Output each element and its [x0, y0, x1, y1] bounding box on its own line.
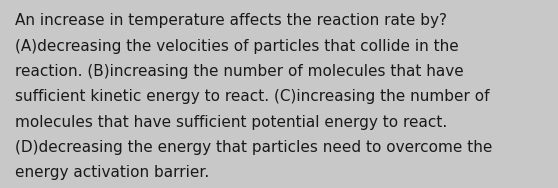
- Text: (D)decreasing the energy that particles need to overcome the: (D)decreasing the energy that particles …: [15, 140, 493, 155]
- Text: (A)decreasing the velocities of particles that collide in the: (A)decreasing the velocities of particle…: [15, 39, 459, 54]
- Text: reaction. (B)increasing the number of molecules that have: reaction. (B)increasing the number of mo…: [15, 64, 464, 79]
- Text: sufficient kinetic energy to react. (C)increasing the number of: sufficient kinetic energy to react. (C)i…: [15, 89, 489, 104]
- Text: An increase in temperature affects the reaction rate by?: An increase in temperature affects the r…: [15, 13, 447, 28]
- Text: energy activation barrier.: energy activation barrier.: [15, 165, 209, 180]
- Text: molecules that have sufficient potential energy to react.: molecules that have sufficient potential…: [15, 115, 448, 130]
